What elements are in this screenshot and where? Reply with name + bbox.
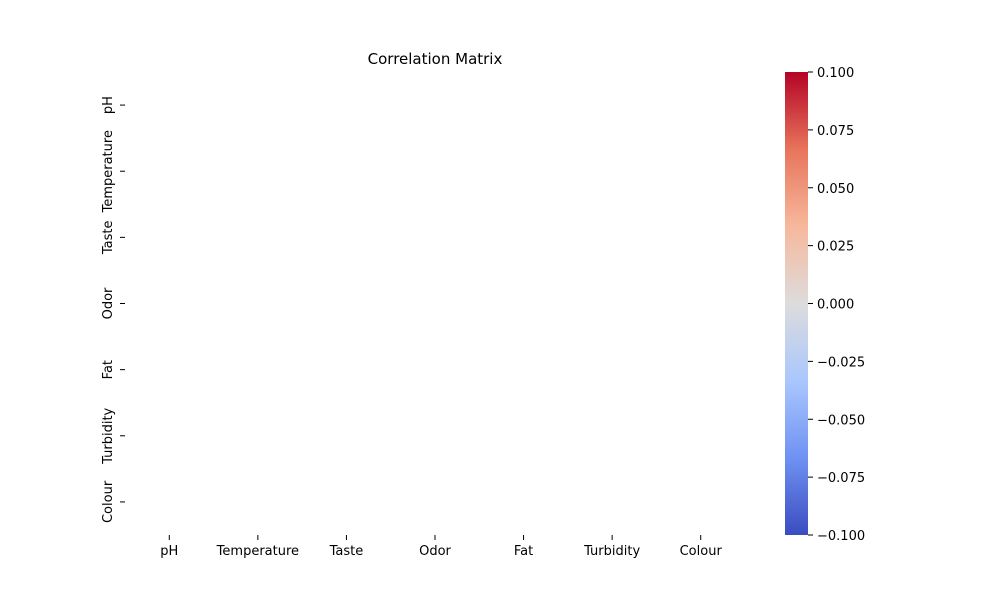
y-tick-label: Taste <box>101 221 116 256</box>
colorbar-tick-label: −0.050 <box>817 413 865 428</box>
y-tick-label: pH <box>101 96 116 114</box>
chart-title: Correlation Matrix <box>368 50 503 68</box>
y-axis: pH Temperature Taste Odor Fat Turbidity Colour <box>101 96 125 523</box>
x-tick-label: pH <box>160 544 178 559</box>
x-axis: pH Temperature Taste Odor Fat Turbidity Colour <box>160 535 722 559</box>
colorbar-tick-label: −0.075 <box>817 471 865 486</box>
y-tick-label: Temperature <box>101 130 116 213</box>
colorbar-tick-label: 0.075 <box>817 124 854 139</box>
colorbar-axis: −0.100 −0.075 −0.050 −0.025 0.000 0.025 0.050 0… <box>808 66 865 544</box>
colorbar-gradient <box>785 72 808 535</box>
colorbar-tick-label: 0.050 <box>817 182 854 197</box>
colorbar-tick-label: −0.025 <box>817 355 865 370</box>
y-tick-label: Odor <box>101 287 116 319</box>
x-tick-label: Temperature <box>216 544 299 559</box>
x-tick-label: Odor <box>419 544 451 559</box>
x-tick-label: Turbidity <box>583 544 640 559</box>
y-tick-label: Colour <box>101 480 116 523</box>
colorbar-tick-label: 0.025 <box>817 240 854 255</box>
y-tick-label: Turbidity <box>101 407 116 464</box>
colorbar-tick-label: 0.100 <box>817 66 854 81</box>
x-tick-label: Taste <box>329 544 364 559</box>
x-tick-label: Colour <box>680 544 723 559</box>
y-tick-label: Fat <box>101 360 116 379</box>
x-tick-label: Fat <box>514 544 533 559</box>
colorbar-tick-label: 0.000 <box>817 298 854 313</box>
colorbar-tick-label: −0.100 <box>817 529 865 544</box>
